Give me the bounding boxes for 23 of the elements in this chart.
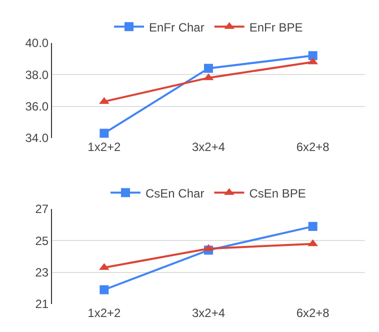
y-tick-label: 23 bbox=[35, 266, 49, 280]
x-tick-label: 3x2+4 bbox=[192, 140, 226, 154]
x-tick-label: 3x2+4 bbox=[192, 306, 226, 320]
x-tick-label: 6x2+8 bbox=[296, 306, 330, 320]
point bbox=[100, 285, 109, 294]
legend-label: EnFr Char bbox=[149, 20, 204, 34]
legend-label: CsEn BPE bbox=[249, 186, 306, 200]
legend-label: CsEn Char bbox=[146, 186, 204, 200]
legend-label: EnFr BPE bbox=[249, 20, 303, 34]
point bbox=[308, 51, 318, 60]
x-tick-label: 1x2+2 bbox=[88, 140, 122, 154]
point bbox=[308, 222, 318, 231]
point bbox=[100, 128, 109, 138]
y-tick-label: 34.0 bbox=[25, 131, 49, 146]
x-tick-label: 1x2+2 bbox=[88, 306, 122, 320]
y-tick-label: 25 bbox=[35, 234, 49, 248]
y-tick-label: 36.0 bbox=[25, 100, 49, 114]
y-tick-label: 27 bbox=[35, 202, 49, 216]
y-tick-label: 38.0 bbox=[25, 68, 49, 82]
y-tick-label: 21 bbox=[35, 297, 49, 312]
y-tick-label: 40.0 bbox=[25, 36, 49, 50]
point bbox=[204, 64, 213, 73]
x-tick-label: 6x2+8 bbox=[296, 140, 330, 154]
